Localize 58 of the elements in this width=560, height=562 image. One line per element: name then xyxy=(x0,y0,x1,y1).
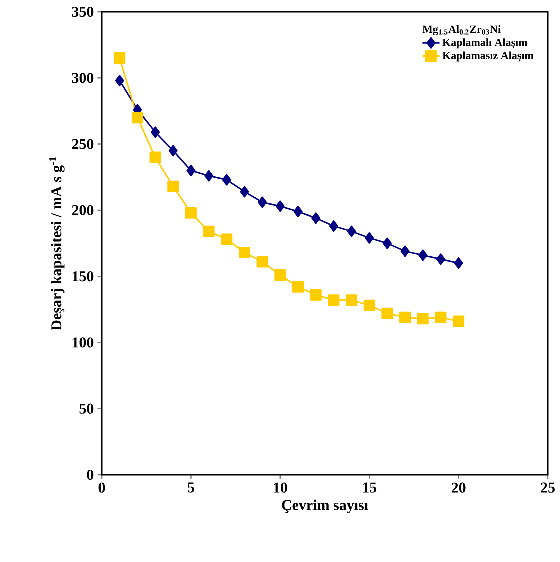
point xyxy=(168,180,180,192)
point xyxy=(365,232,374,244)
point xyxy=(400,312,412,324)
point xyxy=(436,254,446,266)
point xyxy=(454,258,464,270)
point xyxy=(238,247,250,259)
point xyxy=(328,294,340,306)
x-tick-label: 10 xyxy=(274,482,288,493)
y-tick-label: 250 xyxy=(72,139,94,150)
legend-title: Mg$_{1.5}$Al$_{0.2}$Zr$_{03}$Ni xyxy=(422,25,501,36)
y-tick-label: 100 xyxy=(72,338,94,348)
point xyxy=(168,145,178,157)
point xyxy=(185,207,197,219)
point xyxy=(150,152,162,164)
y-tick-label: 150 xyxy=(72,272,94,282)
point xyxy=(346,294,358,306)
x-tick-label: 0 xyxy=(98,482,106,493)
point xyxy=(292,281,304,293)
point xyxy=(256,256,268,268)
point xyxy=(294,206,303,218)
point xyxy=(186,164,196,176)
y-tick-label: 350 xyxy=(72,6,94,18)
point xyxy=(240,186,250,198)
x-tick-label: 15 xyxy=(363,482,377,493)
point xyxy=(312,212,321,224)
point xyxy=(382,308,394,320)
point xyxy=(204,170,214,182)
point xyxy=(417,313,429,325)
point xyxy=(382,238,392,250)
x-tick-label: 25 xyxy=(541,482,555,493)
y-tick-label: 0 xyxy=(87,470,94,480)
point xyxy=(258,196,268,208)
legend-label: Kaplamasız Alaşım xyxy=(442,52,534,62)
y-axis-title: Deşarj kapasitesi / mA s g$^{-1}$ xyxy=(49,157,65,331)
point xyxy=(347,226,356,238)
point xyxy=(222,174,232,186)
point xyxy=(132,112,144,124)
point xyxy=(151,126,160,138)
point xyxy=(418,250,428,262)
y-tick-label: 50 xyxy=(80,404,94,414)
x-tick-label: 5 xyxy=(188,482,194,493)
point xyxy=(435,312,447,324)
point xyxy=(274,270,286,281)
x-axis-title: Çevrim sayısı xyxy=(282,500,368,514)
point xyxy=(221,234,233,246)
point xyxy=(364,300,376,312)
point xyxy=(400,246,410,258)
point xyxy=(329,220,338,232)
legend-label: Kaplamalı Alaşım xyxy=(442,38,528,49)
y-tick-label: 200 xyxy=(72,205,94,216)
point xyxy=(114,52,126,64)
point xyxy=(310,289,322,301)
point xyxy=(453,316,465,328)
y-tick-label: 300 xyxy=(72,73,94,84)
point xyxy=(276,200,285,212)
x-tick-label: 20 xyxy=(452,482,466,493)
point xyxy=(115,75,124,87)
point xyxy=(203,226,215,238)
